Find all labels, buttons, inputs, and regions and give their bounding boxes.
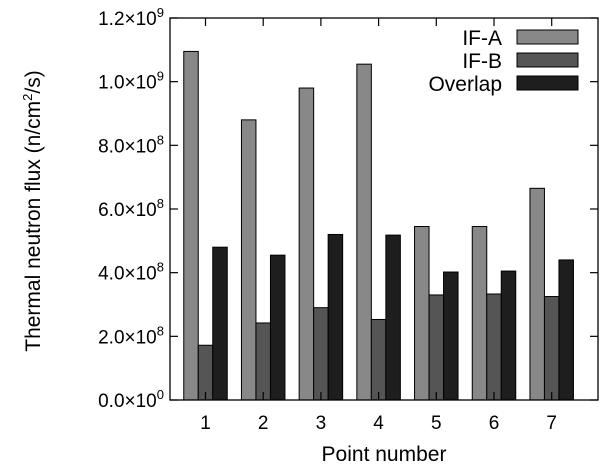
- y-tick-label: 1.0×109: [98, 69, 164, 94]
- bar-if-b-6: [486, 293, 502, 401]
- x-tick-label: 6: [489, 413, 500, 434]
- bar-if-b-3: [313, 307, 329, 401]
- y-tick-label: 4.0×108: [98, 260, 164, 285]
- x-tick-label: 1: [200, 413, 211, 434]
- y-axis-title-superscript: 2: [20, 94, 35, 101]
- x-tick-label: 5: [431, 413, 442, 434]
- y-axis-title: Thermal neutron flux (n/cm2/s): [20, 70, 45, 352]
- bar-if-a-7: [529, 187, 545, 401]
- bar-overlap-1: [212, 246, 228, 401]
- y-axis-title-main: Thermal neutron flux (n/cm: [22, 101, 45, 352]
- legend-label: IF-A: [462, 27, 502, 50]
- x-axis-title: Point number: [322, 443, 447, 466]
- y-tick-label: 6.0×108: [98, 196, 164, 221]
- bar-if-b-5: [428, 294, 445, 401]
- y-tick-label: 8.0×108: [98, 132, 164, 157]
- y-axis-title-tail: /s): [22, 70, 45, 93]
- bar-if-b-4: [370, 318, 387, 401]
- bar-overlap-3: [327, 233, 344, 401]
- y-tick-label: 1.2×109: [98, 5, 164, 30]
- bar-overlap-5: [443, 271, 459, 401]
- x-tick-label: 4: [373, 413, 384, 434]
- y-tick-label: 0.0×100: [98, 387, 164, 412]
- x-tick-label: 7: [546, 413, 557, 434]
- bar-if-a-2: [240, 119, 257, 401]
- legend-swatch: [516, 29, 579, 45]
- bar-if-a-6: [471, 226, 488, 401]
- bar-if-b-2: [255, 322, 271, 401]
- bars-group: [183, 50, 574, 401]
- legend-label: Overlap: [428, 73, 502, 96]
- legend-swatch: [516, 52, 579, 68]
- legend-swatch: [516, 75, 579, 91]
- bar-overlap-2: [269, 254, 286, 401]
- legend-label: IF-B: [462, 50, 502, 73]
- bar-overlap-6: [500, 270, 517, 401]
- bar-if-b-7: [543, 296, 560, 401]
- bar-overlap-7: [558, 259, 574, 401]
- bar-if-a-3: [298, 87, 315, 401]
- x-tick-label: 2: [258, 413, 269, 434]
- x-tick-label: 3: [316, 413, 327, 434]
- bar-if-a-4: [356, 63, 372, 401]
- ticks-group: 0.0×100 2.0×108 4.0×108 6.0×108 8.0×108 1.0×1…: [98, 5, 598, 434]
- bar-if-a-5: [414, 226, 430, 401]
- bar-if-b-1: [197, 344, 214, 401]
- y-tick-label: 2.0×108: [98, 323, 164, 348]
- bar-overlap-4: [385, 234, 401, 401]
- bar-if-a-1: [183, 50, 199, 401]
